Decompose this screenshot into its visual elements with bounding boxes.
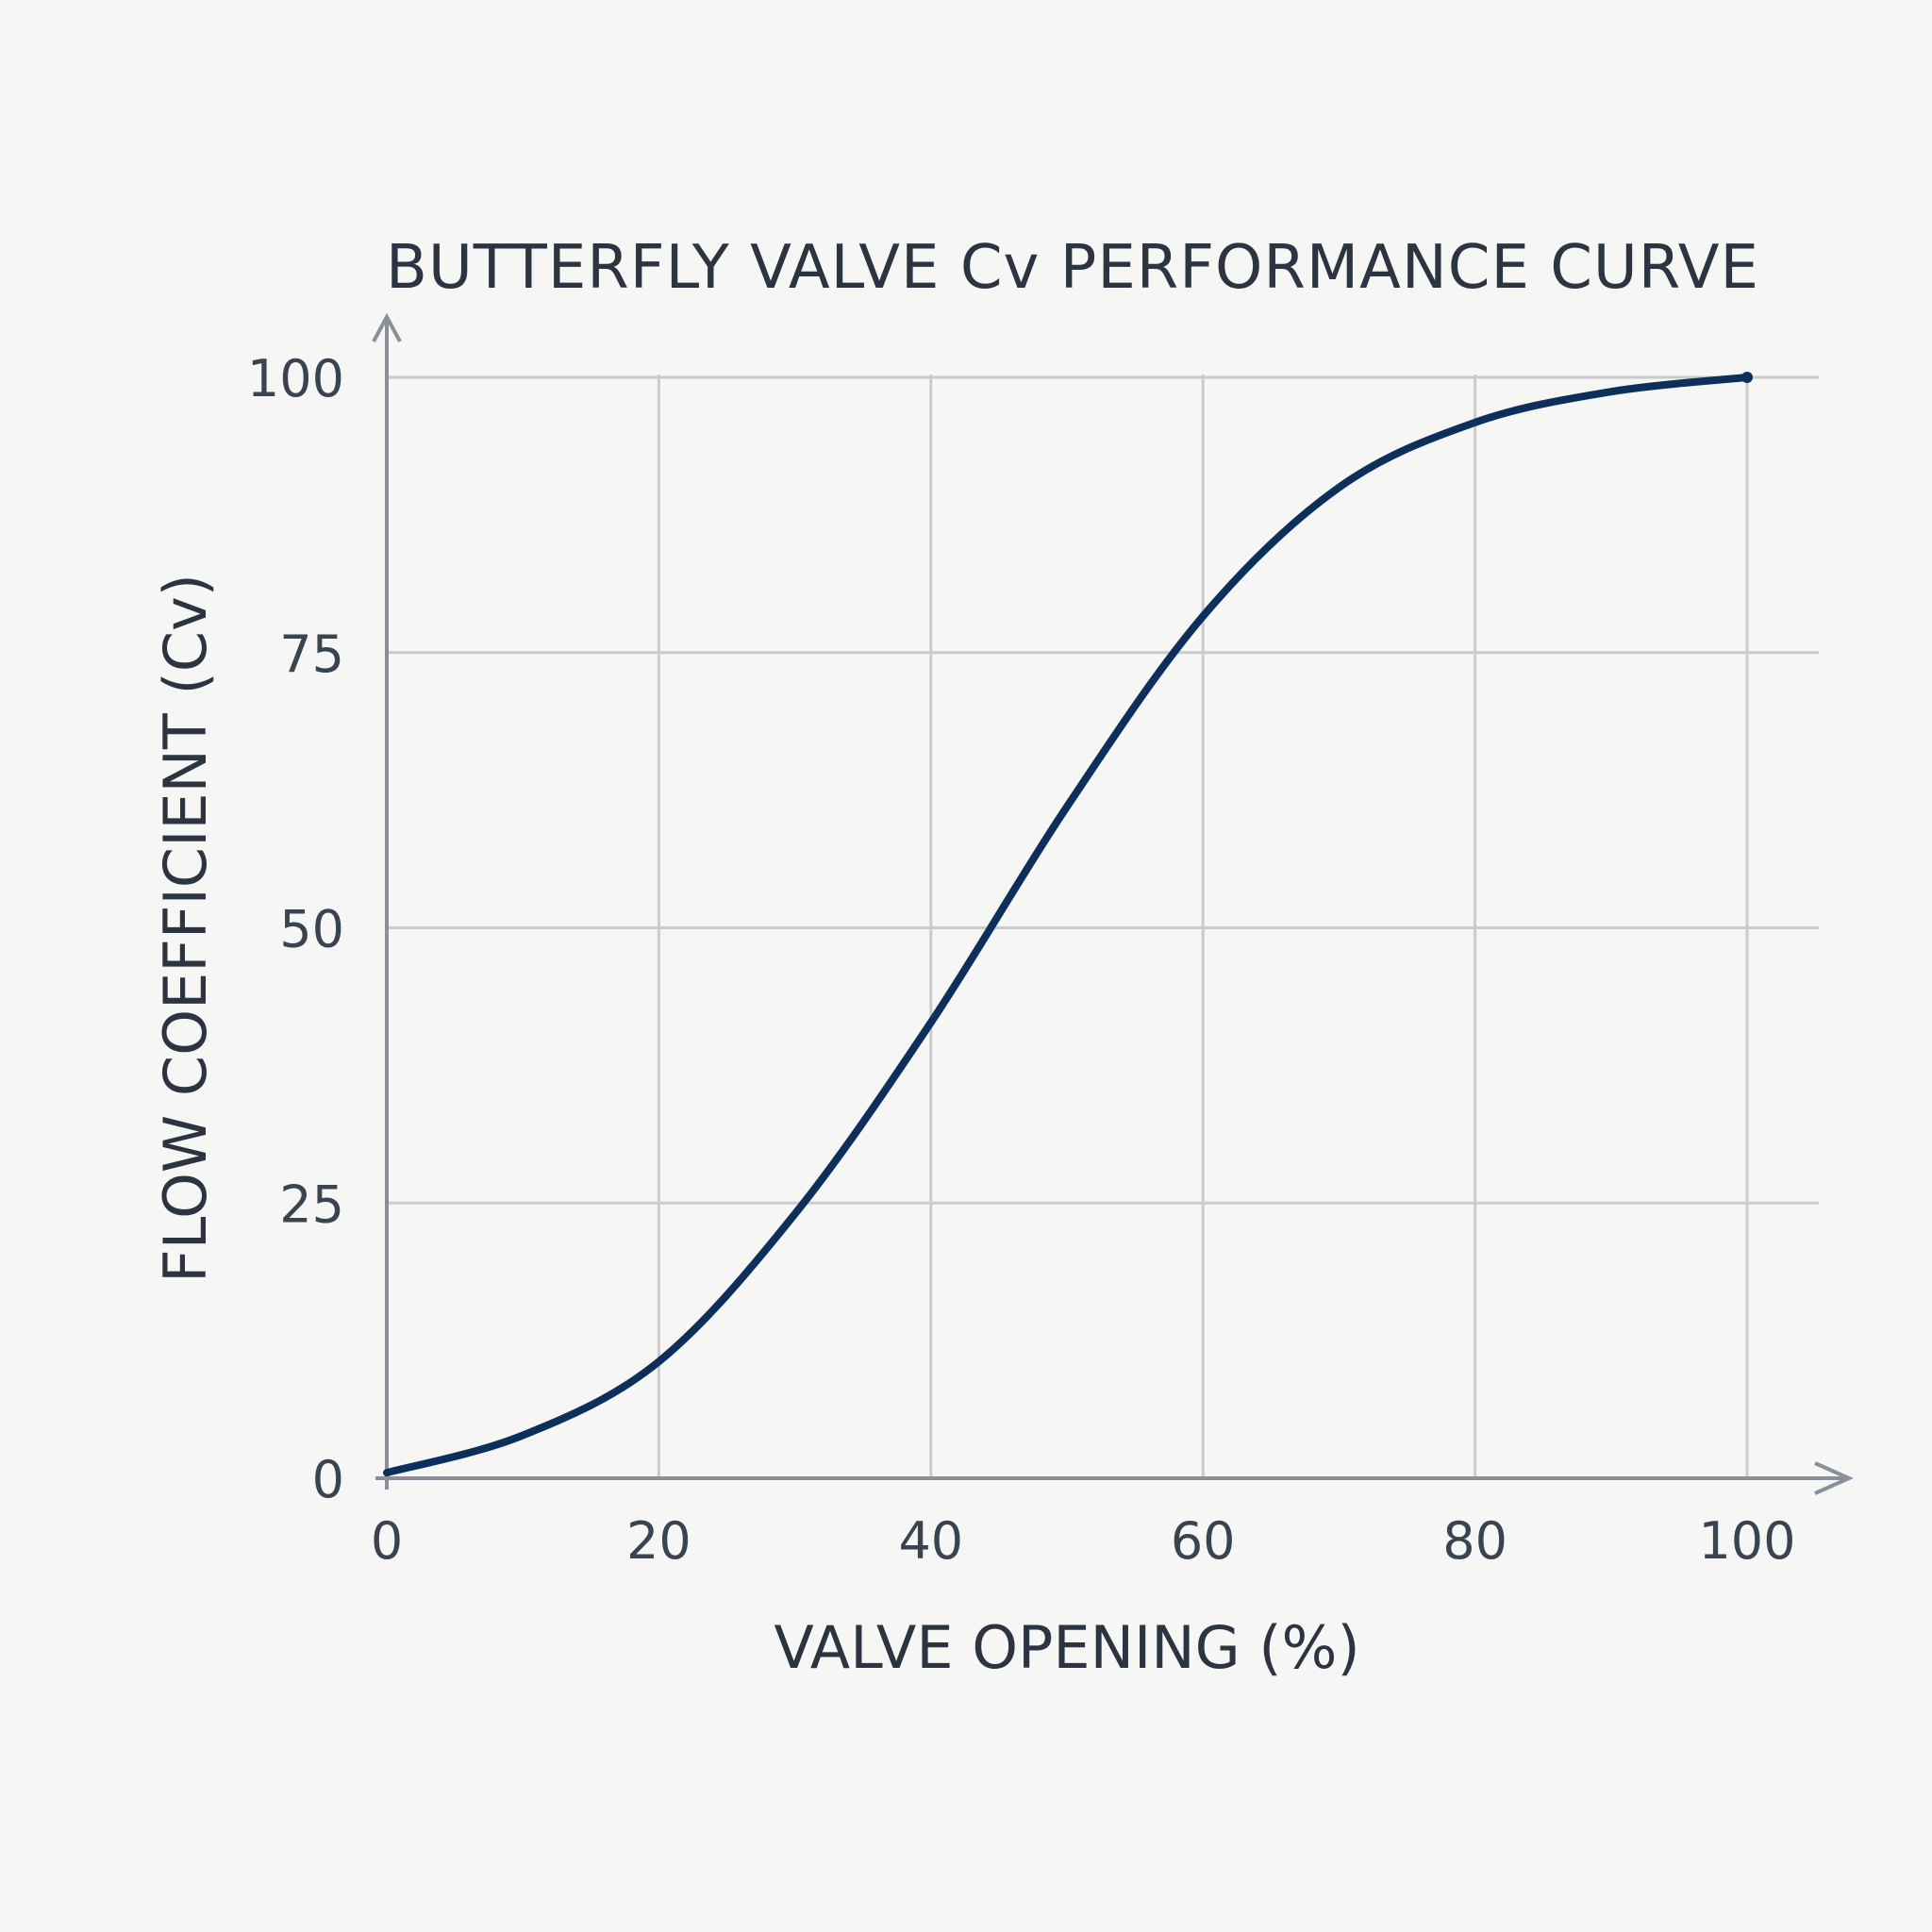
y-tick-label: 75 xyxy=(279,625,344,684)
x-tick-label: 60 xyxy=(1171,1511,1236,1571)
series-line xyxy=(383,374,1751,1477)
x-tick-label: 100 xyxy=(1698,1511,1795,1571)
y-tick-label: 50 xyxy=(279,900,344,959)
chart-title: BUTTERFLY VALVE Cv PERFORMANCE CURVE xyxy=(386,233,1759,303)
x-tick-labels: 0 20 40 60 80 100 xyxy=(371,1511,1796,1571)
x-axis-label: VALVE OPENING (%) xyxy=(774,1613,1359,1682)
y-axis-arrow xyxy=(372,312,402,342)
y-tick-label: 25 xyxy=(279,1174,344,1234)
grid xyxy=(387,375,1819,1478)
y-tick-labels: 0 25 50 75 100 xyxy=(247,349,344,1509)
series-group xyxy=(383,372,1753,1477)
end-point-marker xyxy=(1741,372,1753,383)
x-tick-label: 0 xyxy=(371,1511,403,1571)
axes xyxy=(372,312,1854,1495)
x-tick-label: 40 xyxy=(898,1511,963,1571)
x-tick-label: 20 xyxy=(626,1511,691,1571)
y-tick-label: 0 xyxy=(312,1450,344,1509)
x-tick-label: 80 xyxy=(1442,1511,1507,1571)
x-axis-arrow xyxy=(1814,1461,1854,1495)
y-tick-label: 100 xyxy=(247,349,344,408)
y-axis-label: FLOW COEFFICIENT (Cv) xyxy=(151,574,220,1283)
